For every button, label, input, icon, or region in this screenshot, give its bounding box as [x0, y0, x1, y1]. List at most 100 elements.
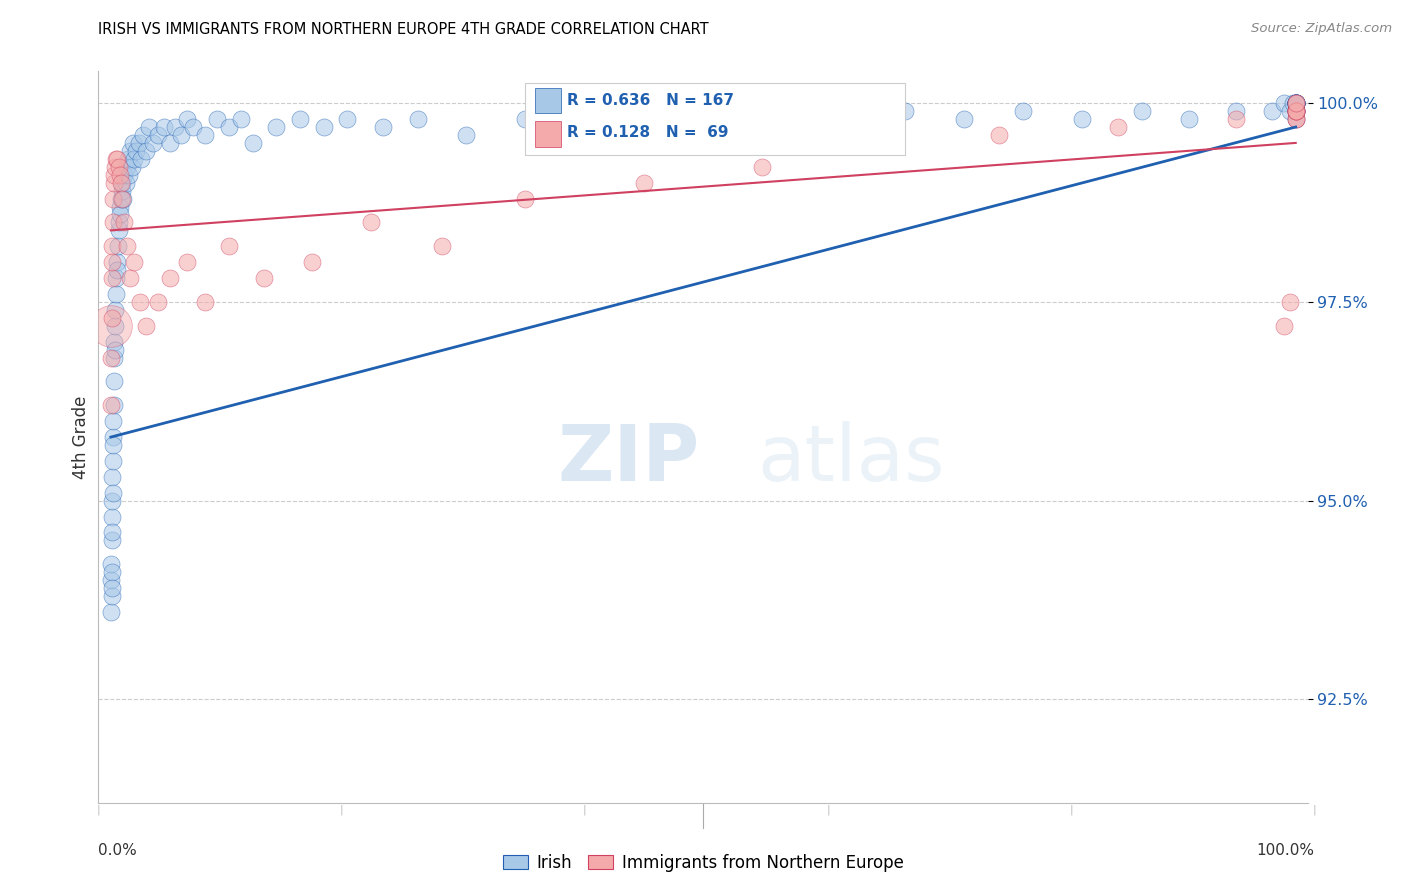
Point	[454, 128, 477, 142]
Point	[103, 334, 125, 349]
Point	[1285, 96, 1308, 111]
Point	[1130, 104, 1153, 119]
Point	[104, 318, 127, 333]
Point	[103, 398, 125, 412]
Text: atlas: atlas	[758, 421, 945, 497]
Point	[751, 160, 773, 174]
Point	[1285, 104, 1308, 119]
Point	[786, 112, 808, 126]
Point	[165, 120, 187, 134]
Point	[205, 112, 228, 126]
Point	[101, 509, 124, 524]
Point	[103, 176, 125, 190]
Point	[100, 351, 122, 365]
Point	[152, 120, 174, 134]
Point	[101, 255, 124, 269]
Point	[110, 192, 132, 206]
Point	[105, 263, 128, 277]
Point	[1225, 112, 1247, 126]
Point	[111, 192, 134, 206]
Point	[105, 152, 128, 166]
Point	[146, 294, 169, 309]
Point	[125, 144, 148, 158]
Point	[371, 120, 394, 134]
Point	[110, 184, 132, 198]
Point	[1285, 96, 1308, 111]
Point	[1285, 96, 1308, 111]
Point	[107, 223, 129, 237]
Point	[101, 239, 124, 253]
Point	[1285, 96, 1308, 111]
Point	[135, 144, 157, 158]
Point	[668, 120, 690, 134]
Point	[1285, 96, 1308, 111]
Point	[515, 112, 537, 126]
Point	[108, 215, 131, 229]
Point	[360, 215, 382, 229]
Point	[159, 271, 181, 285]
Point	[135, 318, 157, 333]
Point	[869, 136, 891, 150]
Point	[952, 112, 974, 126]
Point	[1278, 104, 1301, 119]
Point	[100, 558, 122, 572]
Text: 100.0%: 100.0%	[1257, 843, 1315, 858]
Point	[1261, 104, 1284, 119]
Point	[114, 176, 136, 190]
Point	[218, 120, 240, 134]
Point	[110, 207, 132, 221]
Point	[129, 294, 152, 309]
Point	[118, 168, 141, 182]
Point	[101, 485, 124, 500]
Point	[104, 287, 127, 301]
Point	[1282, 96, 1305, 111]
Point	[846, 120, 869, 134]
Point	[104, 302, 127, 317]
Point	[253, 271, 276, 285]
Point	[1285, 112, 1308, 126]
Point	[1285, 96, 1308, 111]
Point	[1285, 96, 1308, 111]
Point	[111, 176, 134, 190]
Point	[100, 573, 122, 587]
Point	[129, 152, 152, 166]
Text: IRISH VS IMMIGRANTS FROM NORTHERN EUROPE 4TH GRADE CORRELATION CHART: IRISH VS IMMIGRANTS FROM NORTHERN EUROPE…	[98, 22, 709, 37]
Point	[264, 120, 287, 134]
Point	[1107, 120, 1129, 134]
Point	[101, 470, 124, 484]
Point	[138, 120, 160, 134]
Point	[101, 454, 124, 468]
Point	[122, 152, 145, 166]
Point	[114, 168, 136, 182]
Text: ZIP: ZIP	[558, 421, 700, 497]
Point	[988, 128, 1011, 142]
Point	[159, 136, 181, 150]
Point	[432, 239, 454, 253]
Point	[146, 128, 169, 142]
Point	[114, 215, 136, 229]
Point	[101, 192, 124, 206]
Point	[103, 343, 125, 357]
Y-axis label: 4th Grade: 4th Grade	[72, 395, 90, 479]
Point	[242, 136, 264, 150]
Point	[103, 351, 125, 365]
Text: R = 0.128   N =  69: R = 0.128 N = 69	[567, 126, 728, 140]
Point	[1285, 104, 1308, 119]
Point	[101, 215, 124, 229]
Point	[1285, 112, 1308, 126]
Point	[550, 120, 572, 134]
Point	[288, 112, 311, 126]
Text: 0.0%: 0.0%	[98, 843, 138, 858]
Point	[1178, 112, 1201, 126]
Point	[100, 318, 122, 333]
Point	[105, 271, 128, 285]
Point	[176, 112, 198, 126]
Point	[108, 168, 131, 182]
Text: |: |	[340, 805, 343, 815]
Point	[336, 112, 359, 126]
Point	[312, 120, 335, 134]
Point	[101, 566, 124, 580]
Point	[100, 605, 122, 619]
Bar	[526, 83, 904, 155]
Text: |: |	[97, 805, 100, 815]
